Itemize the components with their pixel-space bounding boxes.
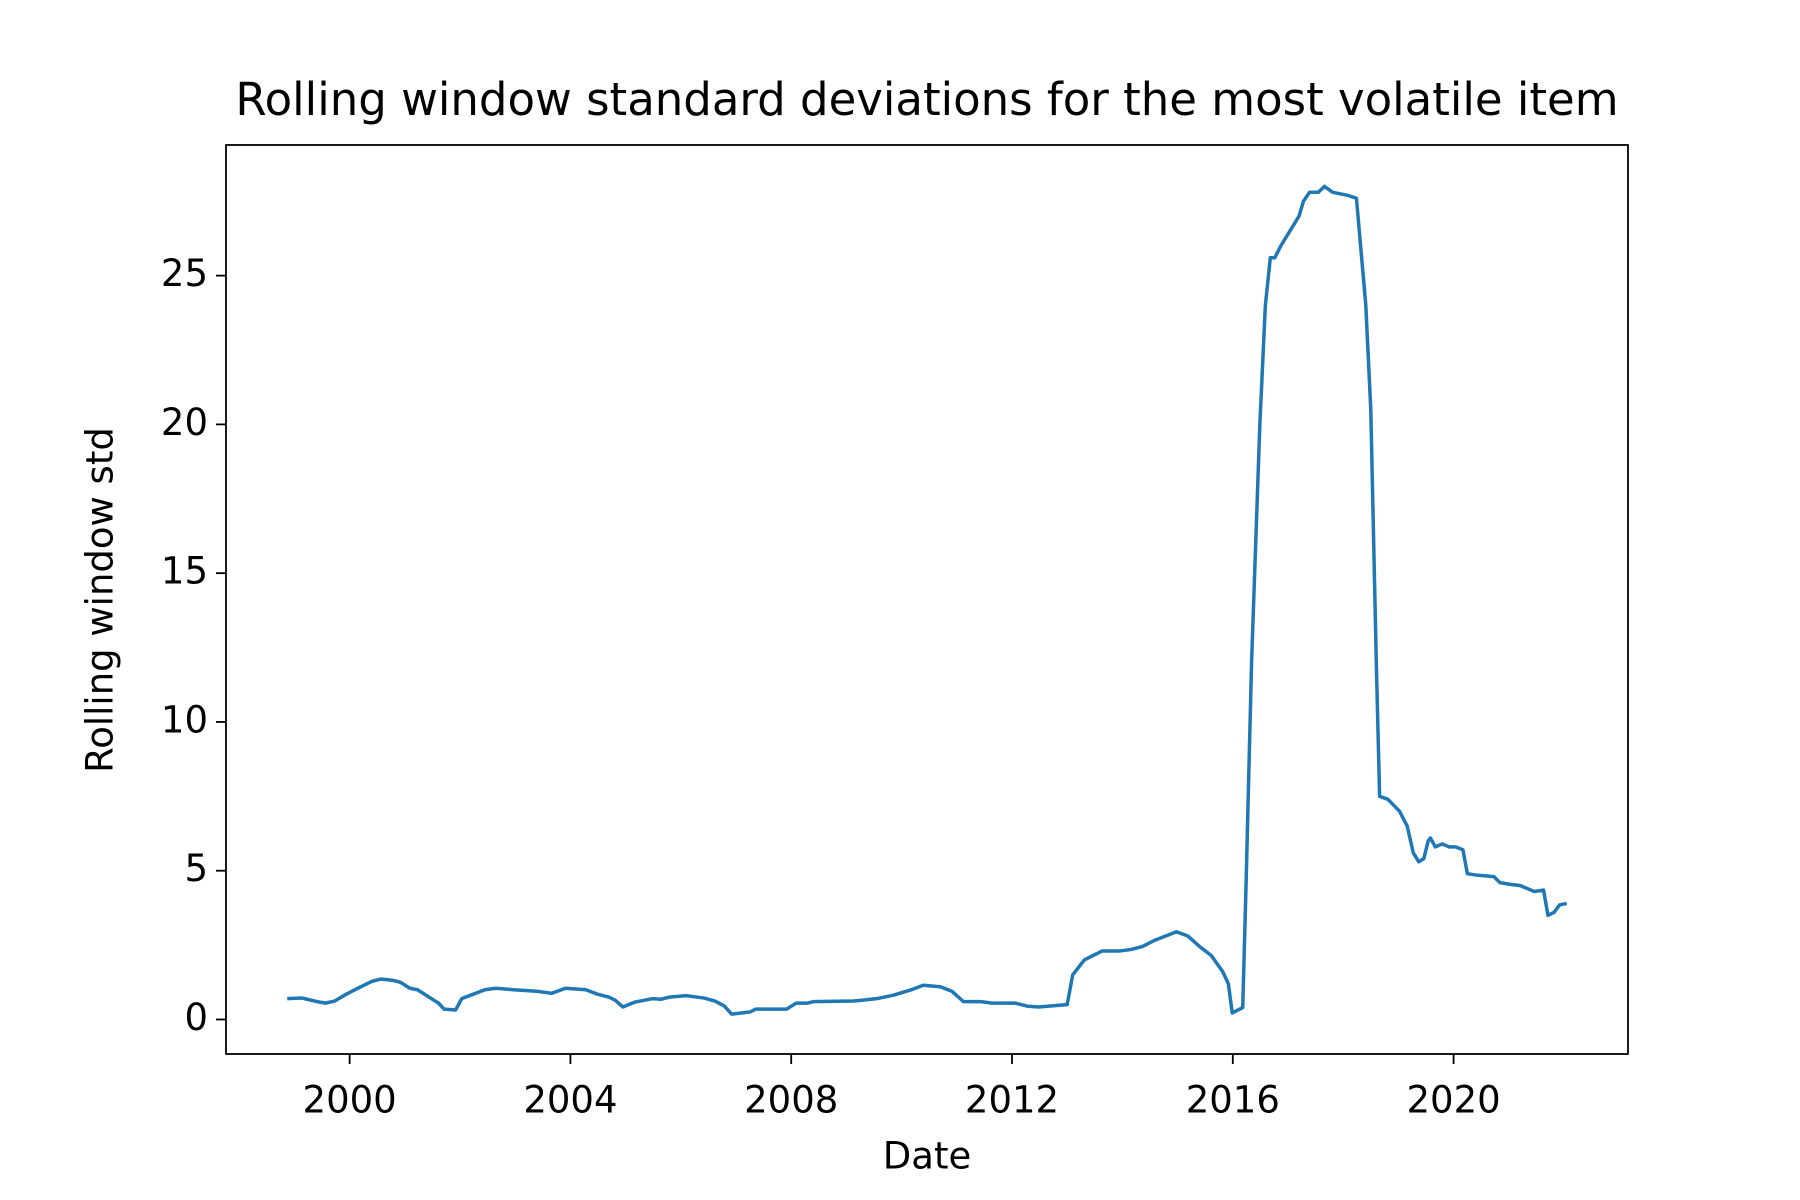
x-tick-label: 2000 (303, 1079, 397, 1122)
y-tick-label: 0 (184, 996, 208, 1039)
y-tick-label: 20 (161, 401, 208, 444)
chart-title: Rolling window standard deviations for t… (235, 73, 1618, 126)
y-tick-label: 5 (184, 847, 208, 890)
x-tick-label: 2020 (1406, 1079, 1500, 1122)
x-axis-label: Date (883, 1135, 971, 1178)
data-line (287, 184, 1568, 1016)
x-tick-label: 2012 (965, 1079, 1059, 1122)
x-tick-label: 2016 (1186, 1079, 1280, 1122)
x-tick-label: 2008 (744, 1079, 838, 1122)
plot-frame (225, 144, 1629, 1055)
y-axis-label: Rolling window std (79, 427, 122, 773)
y-tick-label: 10 (161, 698, 208, 741)
x-tick-label: 2004 (523, 1079, 617, 1122)
y-tick-label: 25 (161, 252, 208, 295)
y-tick-label: 15 (161, 550, 208, 593)
